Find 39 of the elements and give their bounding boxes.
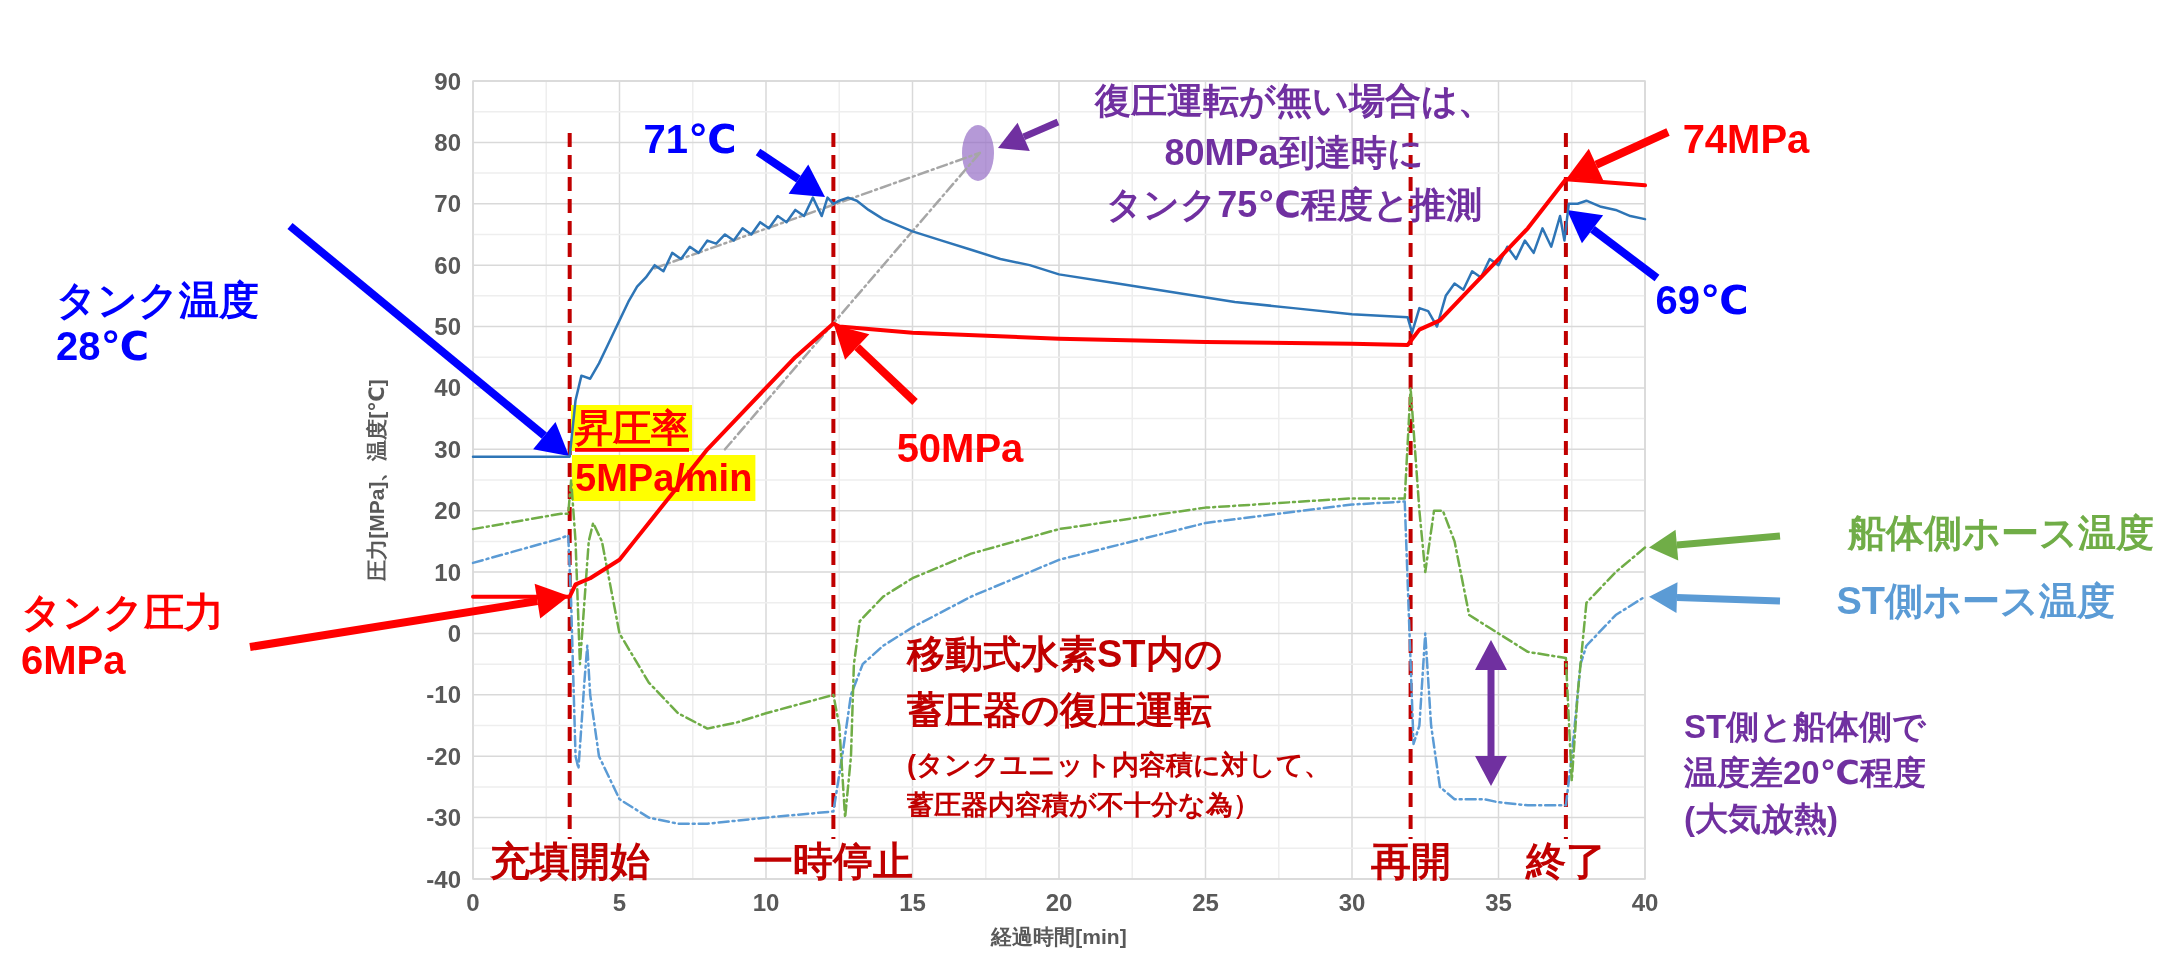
x-tick-label: 30 xyxy=(1338,889,1366,916)
legend-label: ST側ホース温度 xyxy=(1836,580,2115,622)
ref-line-label: 再開 xyxy=(1369,839,1451,883)
x-tick-label: 5 xyxy=(612,889,627,916)
y-tick-label: 60 xyxy=(434,251,461,279)
y-tick-label: 70 xyxy=(434,190,461,218)
y-tick-label: 40 xyxy=(434,374,461,402)
y-tick-label: -40 xyxy=(426,865,461,893)
x-tick-label: 25 xyxy=(1192,889,1219,916)
x-tick-label: 20 xyxy=(1045,889,1073,916)
x-tick-label: 0 xyxy=(466,889,480,916)
y-tick-label: 20 xyxy=(434,497,461,525)
x-tick-label: 10 xyxy=(752,889,780,916)
annotation: (タンクユニット内容積に対して、蓄圧器内容積が不十分な為） xyxy=(907,750,1331,820)
y-tick-label: -10 xyxy=(426,681,461,709)
annotation: 移動式水素ST内の蓄圧器の復圧運転 xyxy=(907,633,1223,731)
y-tick-label: -20 xyxy=(426,742,461,770)
annotation: 復圧運転が無い場合は、80MPa到達時にタンク75℃程度と推測 xyxy=(1094,79,1494,225)
annotation: 71℃ xyxy=(643,117,825,197)
annotation: ST側と船体側で温度差20℃程度(大気放熱) xyxy=(1684,707,1927,837)
y-axis-title: 圧力[MPa]、温度[℃] xyxy=(365,379,388,582)
legend-label: 船体側ホース温度 xyxy=(1847,512,2154,554)
x-tick-label: 40 xyxy=(1631,889,1659,916)
y-tick-label: 10 xyxy=(434,558,461,586)
ref-line-label: 充填開始 xyxy=(488,839,650,883)
y-tick-label: 50 xyxy=(434,313,461,341)
y-tick-label: 80 xyxy=(434,128,461,156)
x-axis-title: 経過時間[min] xyxy=(990,925,1127,948)
x-tick-label: 15 xyxy=(899,889,926,916)
x-tick-label: 35 xyxy=(1485,889,1512,916)
annotation: 50MPa xyxy=(896,426,1025,470)
y-tick-label: 30 xyxy=(434,435,461,463)
ref-line-label: 終了 xyxy=(1524,839,1606,883)
annotation: 50MPa xyxy=(834,325,1024,470)
ref-line-label: 一時停止 xyxy=(753,839,914,883)
y-tick-label: 0 xyxy=(447,619,461,647)
y-tick-label: -30 xyxy=(426,804,461,832)
y-tick-label: 90 xyxy=(434,67,461,95)
annotation: 71℃ xyxy=(643,117,737,161)
